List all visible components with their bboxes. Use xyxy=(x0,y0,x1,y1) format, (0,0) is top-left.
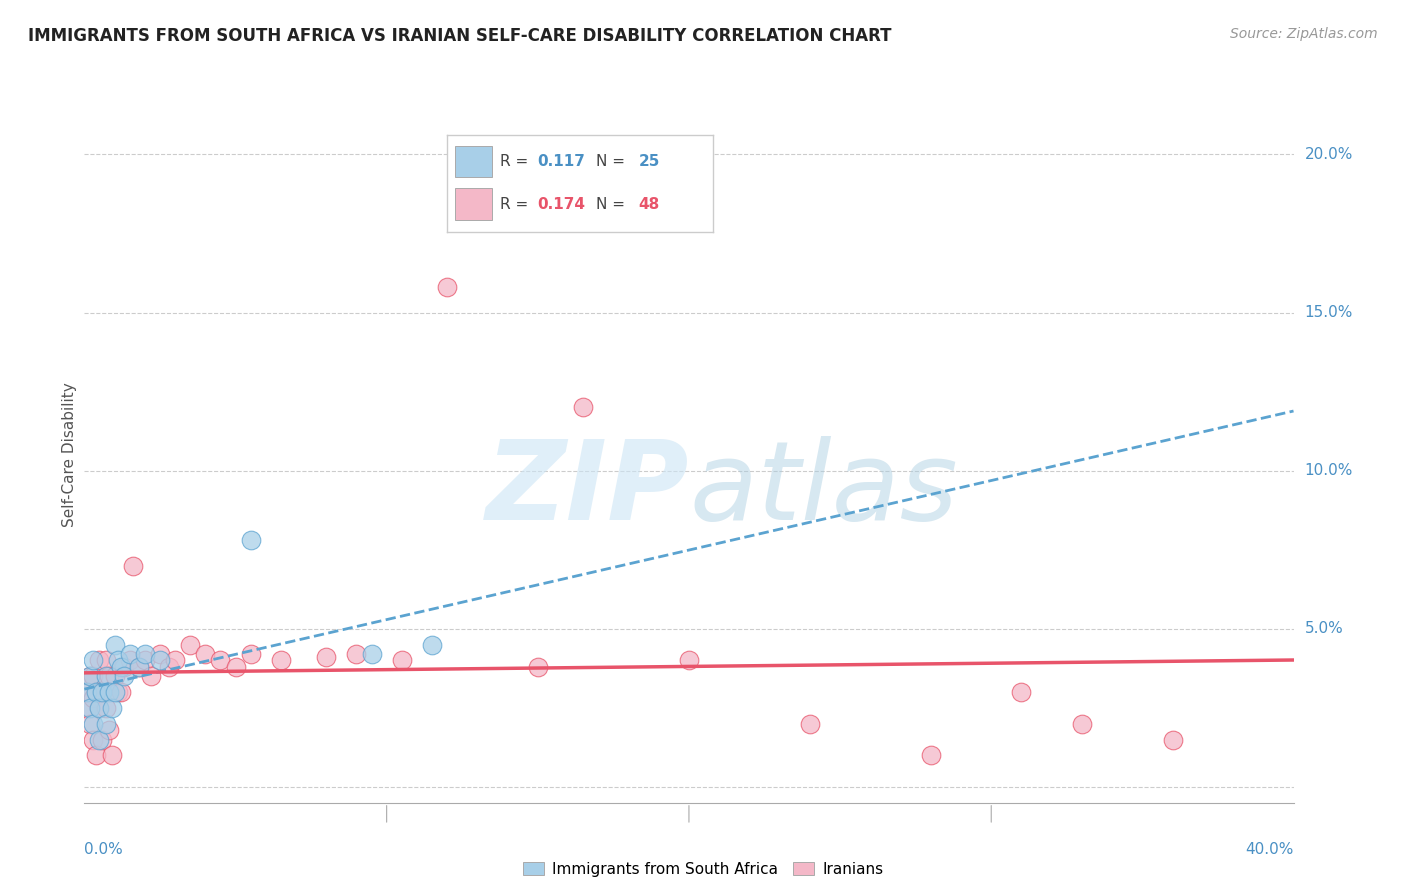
Point xyxy=(128,660,150,674)
Point xyxy=(82,653,104,667)
Text: atlas: atlas xyxy=(689,436,957,543)
Point xyxy=(799,716,821,731)
Point xyxy=(139,669,162,683)
Point xyxy=(107,685,129,699)
Point xyxy=(391,653,413,667)
Point xyxy=(436,280,458,294)
Point xyxy=(104,685,127,699)
Point xyxy=(420,638,443,652)
Point xyxy=(315,650,337,665)
Point xyxy=(79,669,101,683)
Point xyxy=(89,701,111,715)
Point xyxy=(163,653,186,667)
Point xyxy=(94,653,117,667)
Point xyxy=(149,653,172,667)
Text: IMMIGRANTS FROM SOUTH AFRICA VS IRANIAN SELF-CARE DISABILITY CORRELATION CHART: IMMIGRANTS FROM SOUTH AFRICA VS IRANIAN … xyxy=(28,27,891,45)
Point xyxy=(76,701,98,715)
Point xyxy=(270,653,292,667)
Text: 15.0%: 15.0% xyxy=(1305,305,1353,320)
Point xyxy=(118,647,141,661)
Point xyxy=(82,732,104,747)
Point xyxy=(1161,732,1184,747)
Point xyxy=(89,653,111,667)
Point xyxy=(110,660,132,674)
Point xyxy=(239,647,262,661)
Point xyxy=(179,638,201,652)
Point xyxy=(678,653,700,667)
Point xyxy=(86,685,108,699)
Point xyxy=(572,401,595,415)
Point xyxy=(194,647,217,661)
Text: 40.0%: 40.0% xyxy=(1246,842,1294,856)
Text: 5.0%: 5.0% xyxy=(1305,622,1343,636)
Point xyxy=(128,660,150,674)
Point xyxy=(91,685,114,699)
Point xyxy=(112,660,135,674)
Point xyxy=(86,685,108,699)
Point xyxy=(526,660,548,674)
Point xyxy=(79,669,101,683)
Point xyxy=(920,748,942,763)
Point xyxy=(86,748,108,763)
Legend: Immigrants from South Africa, Iranians: Immigrants from South Africa, Iranians xyxy=(515,854,891,884)
Point xyxy=(97,685,120,699)
Point xyxy=(134,653,156,667)
Point xyxy=(112,669,135,683)
Point xyxy=(121,558,143,573)
Point xyxy=(97,723,120,737)
Text: 20.0%: 20.0% xyxy=(1305,147,1353,162)
Y-axis label: Self-Care Disability: Self-Care Disability xyxy=(62,383,77,527)
Point xyxy=(89,732,111,747)
Point xyxy=(239,533,262,548)
Point xyxy=(94,669,117,683)
Point xyxy=(110,685,132,699)
Text: 10.0%: 10.0% xyxy=(1305,463,1353,478)
Point xyxy=(100,701,122,715)
Point xyxy=(94,716,117,731)
Point xyxy=(346,647,368,661)
Point xyxy=(82,691,104,706)
Point xyxy=(1010,685,1032,699)
Point xyxy=(104,638,127,652)
Point xyxy=(225,660,247,674)
Point xyxy=(100,748,122,763)
Point xyxy=(1071,716,1094,731)
Point xyxy=(89,701,111,715)
Point xyxy=(91,685,114,699)
Text: Source: ZipAtlas.com: Source: ZipAtlas.com xyxy=(1230,27,1378,41)
Point xyxy=(76,685,98,699)
Point xyxy=(91,732,114,747)
Point xyxy=(107,653,129,667)
Text: ZIP: ZIP xyxy=(485,436,689,543)
Point xyxy=(94,701,117,715)
Text: 0.0%: 0.0% xyxy=(84,842,124,856)
Point xyxy=(79,716,101,731)
Point xyxy=(104,669,127,683)
Point xyxy=(76,685,98,699)
Point xyxy=(157,660,180,674)
Point xyxy=(82,669,104,683)
Point xyxy=(360,647,382,661)
Point xyxy=(149,647,172,661)
Point xyxy=(79,701,101,715)
Point xyxy=(97,669,120,683)
Point xyxy=(82,716,104,731)
Point xyxy=(134,647,156,661)
Point xyxy=(118,653,141,667)
Point xyxy=(209,653,232,667)
